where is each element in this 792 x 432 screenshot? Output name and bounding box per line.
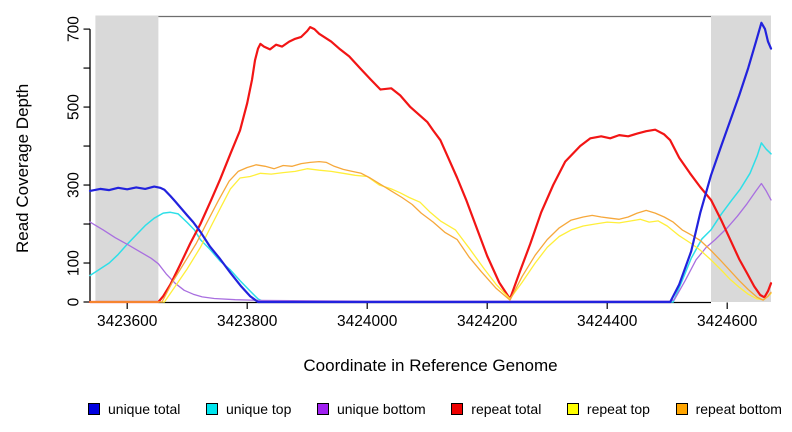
y-tick-label: 700 xyxy=(66,16,83,42)
legend-label: repeat bottom xyxy=(695,401,782,417)
x-axis-title: Coordinate in Reference Genome xyxy=(303,356,558,375)
x-tick-label: 3424600 xyxy=(697,313,758,330)
x-tick-label: 3424000 xyxy=(337,313,398,330)
series-line-unique-total xyxy=(88,21,773,304)
legend-label: repeat total xyxy=(471,401,542,417)
legend-item-unique-total: unique total xyxy=(88,401,180,417)
legend-swatch-unique-top xyxy=(205,403,218,415)
legend-label: unique bottom xyxy=(336,401,426,417)
shaded-region-left xyxy=(95,15,159,302)
y-tick-label: 0 xyxy=(66,297,83,306)
y-tick-label: 500 xyxy=(66,94,83,120)
series-line-unique-top xyxy=(89,142,772,303)
legend-label: repeat top xyxy=(586,401,650,417)
legend-swatch-unique-total xyxy=(88,403,100,415)
legend-swatch-unique-bottom xyxy=(316,403,329,415)
legend-label: unique top xyxy=(225,401,292,417)
x-tick-label: 3424200 xyxy=(457,313,518,330)
x-tick-label: 3424400 xyxy=(577,313,638,330)
legend-label: unique total xyxy=(108,401,181,417)
shaded-region-right xyxy=(711,15,771,302)
series-line-repeat-top xyxy=(89,168,772,303)
series-line-repeat-bottom xyxy=(89,160,772,303)
legend-swatch-repeat-top xyxy=(566,403,579,415)
y-tick-label: 100 xyxy=(66,250,83,276)
legend-swatch-repeat-bottom xyxy=(675,403,688,415)
series-line-repeat-total xyxy=(88,26,773,304)
x-tick-label: 3423600 xyxy=(97,313,158,330)
x-tick-label: 3423800 xyxy=(217,313,278,330)
legend-item-unique-top: unique top xyxy=(205,401,292,417)
y-tick-label: 300 xyxy=(66,172,83,198)
plot-area: 0 100 300 500 700 3423600 3423800 3424000 342420… xyxy=(66,15,773,330)
legend: unique total unique top unique bottom repea… xyxy=(88,401,782,417)
series-line-unique-bottom xyxy=(89,182,772,302)
legend-item-unique-bottom: unique bottom xyxy=(316,401,426,417)
legend-swatch-repeat-total xyxy=(451,403,464,415)
legend-item-repeat-bottom: repeat bottom xyxy=(675,401,782,417)
y-axis-title: Read Coverage Depth xyxy=(13,83,32,253)
legend-item-repeat-total: repeat total xyxy=(451,401,541,417)
legend-item-repeat-top: repeat top xyxy=(566,401,650,417)
